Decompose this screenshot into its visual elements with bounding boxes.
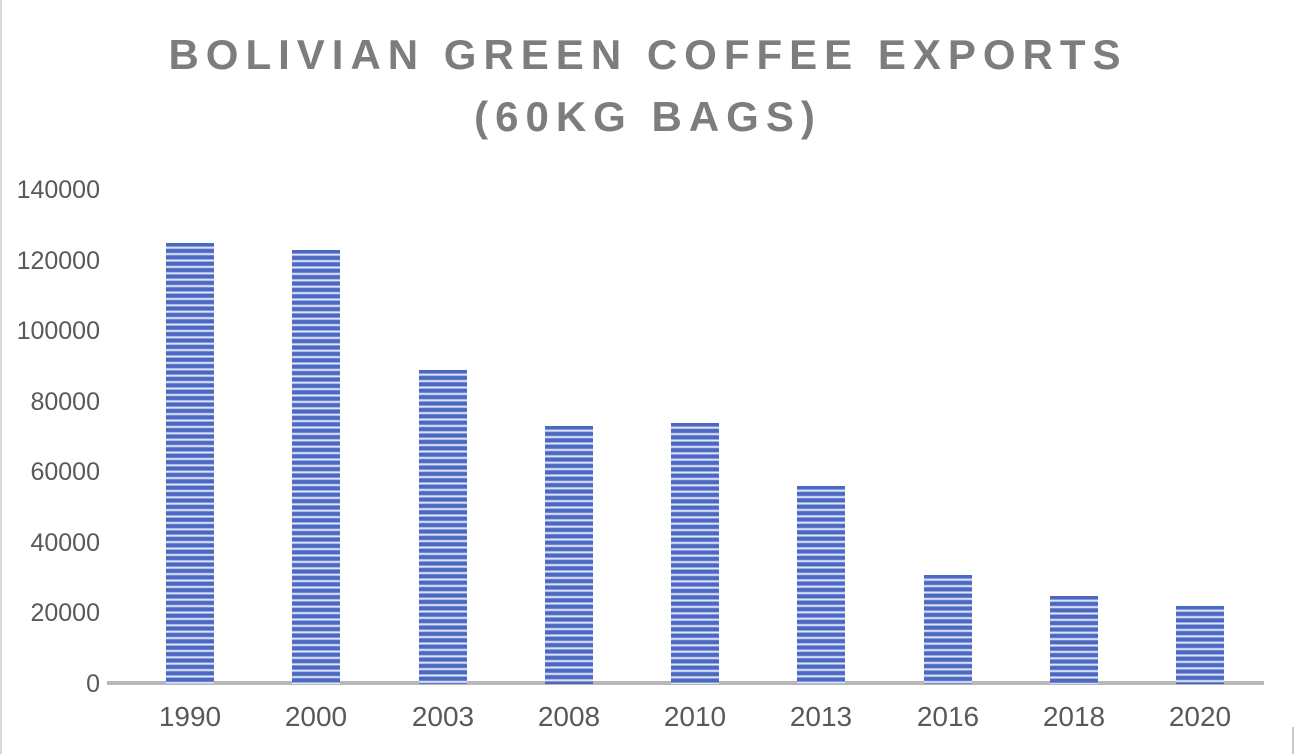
bar-2018 bbox=[1050, 595, 1098, 684]
x-axis-tick-label-2013: 2013 bbox=[789, 701, 853, 732]
chart-title-line1: BOLIVIAN GREEN COFFEE EXPORTS bbox=[168, 31, 1128, 78]
y-axis-tick-label-100000: 100000 bbox=[16, 317, 100, 346]
x-axis-tick-label-2010: 2010 bbox=[663, 701, 727, 732]
bar-2000 bbox=[292, 250, 340, 684]
x-axis-tick-label-1990: 1990 bbox=[158, 701, 222, 732]
x-axis-tick-label-2018: 2018 bbox=[1042, 701, 1106, 732]
bar-2016 bbox=[924, 574, 972, 684]
bar-2003 bbox=[419, 370, 467, 684]
x-axis-tick-label-2003: 2003 bbox=[411, 701, 475, 732]
chart-title: BOLIVIAN GREEN COFFEE EXPORTS (60KG BAGS… bbox=[0, 24, 1296, 148]
y-axis-tick-label-80000: 80000 bbox=[30, 387, 100, 416]
bar-2020 bbox=[1176, 606, 1224, 684]
y-axis-tick-label-60000: 60000 bbox=[30, 458, 100, 487]
y-axis-tick-label-20000: 20000 bbox=[30, 599, 100, 628]
chart-left-border bbox=[0, 0, 2, 754]
y-axis-tick-label-140000: 140000 bbox=[16, 176, 100, 204]
chart-title-line2: (60KG BAGS) bbox=[474, 93, 822, 140]
x-axis-tick-label-2016: 2016 bbox=[916, 701, 980, 732]
chart-right-border bbox=[1292, 727, 1294, 754]
y-axis-tick-label-40000: 40000 bbox=[30, 528, 100, 557]
x-axis-tick-label-2000: 2000 bbox=[284, 701, 348, 732]
bar-1990 bbox=[166, 242, 214, 684]
x-axis-tick-label-2020: 2020 bbox=[1168, 701, 1232, 732]
bar-2010 bbox=[671, 422, 719, 684]
bar-2013 bbox=[797, 486, 845, 684]
y-axis-tick-label-0: 0 bbox=[86, 670, 100, 698]
y-axis-tick-label-120000: 120000 bbox=[16, 246, 100, 275]
x-axis-tick-label-2008: 2008 bbox=[537, 701, 601, 732]
bar-2008 bbox=[545, 426, 593, 684]
